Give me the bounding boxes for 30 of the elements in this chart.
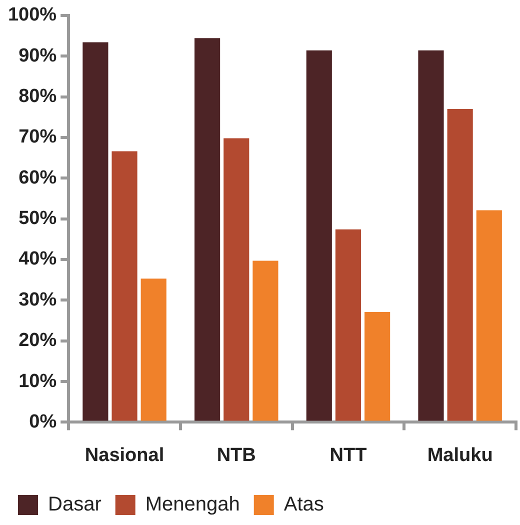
y-tick-label: 80% <box>18 86 57 107</box>
legend-label: Menengah <box>145 494 240 516</box>
bar <box>252 260 278 421</box>
y-tick-label: 0% <box>29 411 57 432</box>
y-tick-label: 90% <box>18 45 57 66</box>
x-tick-label: Maluku <box>427 444 493 466</box>
bar <box>82 42 108 421</box>
x-tick-label: NTT <box>330 444 368 466</box>
bar <box>112 151 138 421</box>
y-tick-label: 30% <box>18 289 57 310</box>
legend-label: Dasar <box>48 494 102 516</box>
x-tick-label: NTB <box>216 444 256 466</box>
bar <box>447 108 473 421</box>
y-tick-label: 10% <box>18 370 57 392</box>
bar <box>306 50 332 421</box>
y-tick-label: 100% <box>8 4 57 26</box>
bar <box>335 229 362 421</box>
y-tick-label: 20% <box>18 330 57 352</box>
y-tick-label: 70% <box>18 126 57 148</box>
bar <box>364 312 390 421</box>
y-tick-label: 60% <box>18 167 57 188</box>
bar <box>140 278 166 421</box>
bar <box>194 38 220 421</box>
x-tick-label: Nasional <box>84 444 164 466</box>
bar <box>418 50 444 421</box>
bar <box>224 138 250 421</box>
bar <box>476 210 502 421</box>
y-tick-label: 50% <box>18 208 57 230</box>
legend-label: Atas <box>284 494 324 516</box>
y-tick-label: 40% <box>18 248 57 270</box>
